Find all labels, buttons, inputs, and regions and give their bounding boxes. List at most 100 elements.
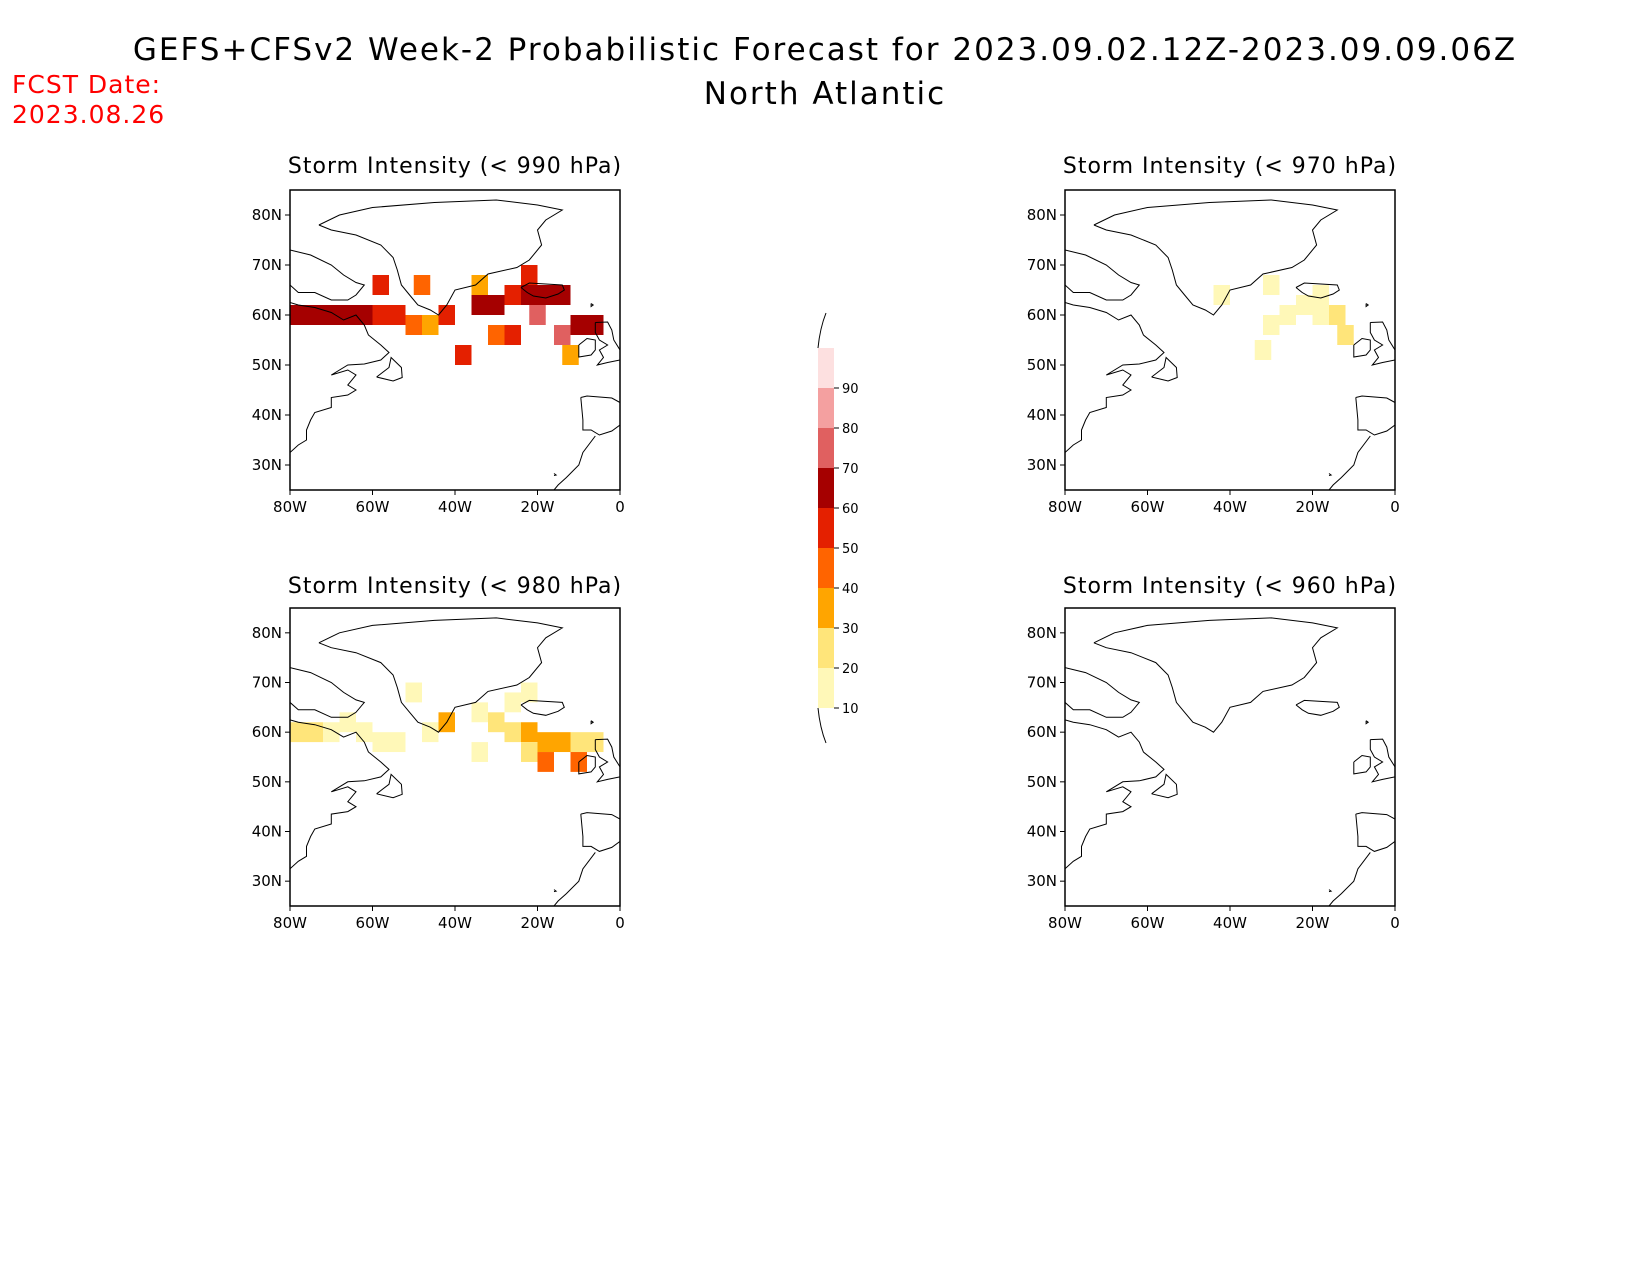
probability-cell xyxy=(306,305,323,325)
coastline-newfoundland xyxy=(1151,773,1178,799)
coastline-canary xyxy=(1328,473,1333,476)
lat-tick-label: 80N xyxy=(1027,624,1057,642)
lat-tick-label: 50N xyxy=(1027,356,1057,374)
probability-cell xyxy=(455,345,472,365)
lon-tick-label: 60W xyxy=(1131,498,1165,516)
probability-cell xyxy=(471,275,488,295)
lon-tick-label: 0 xyxy=(615,914,625,932)
probability-cell xyxy=(1312,305,1329,325)
coastlines xyxy=(290,199,620,490)
coastline-ireland xyxy=(1353,754,1371,775)
probability-cell xyxy=(339,712,356,733)
probability-cell xyxy=(504,325,521,345)
lon-tick-label: 20W xyxy=(521,914,555,932)
colorbar-label: 70 xyxy=(842,462,859,477)
probability-cell xyxy=(1279,305,1296,325)
probability-cell xyxy=(1312,285,1329,305)
lon-tick-label: 60W xyxy=(356,498,390,516)
lon-tick-label: 60W xyxy=(356,914,390,932)
lon-tick-label: 40W xyxy=(1213,914,1247,932)
coastline-greenland xyxy=(1093,199,1339,316)
probability-cell xyxy=(504,692,521,713)
probability-cell xyxy=(290,305,307,325)
probability-cell xyxy=(471,295,488,315)
probability-cell xyxy=(537,752,554,772)
panel-title: Storm Intensity (< 960 hPa) xyxy=(1063,574,1397,599)
coastline-labrador xyxy=(290,719,390,870)
probability-cell xyxy=(323,305,340,325)
lat-tick-label: 30N xyxy=(252,456,282,474)
forecast-date-value: 2023.08.26 xyxy=(12,100,166,129)
colorbar-segment xyxy=(818,508,834,548)
coastline-labrador xyxy=(290,302,390,453)
lon-tick-label: 40W xyxy=(1213,498,1247,516)
coastline-ireland xyxy=(578,337,596,358)
coastline-canary xyxy=(553,889,558,893)
coastline-baffin xyxy=(1065,249,1141,301)
probability-cell xyxy=(1329,305,1346,325)
lon-tick-label: 20W xyxy=(521,498,555,516)
probability-cell xyxy=(438,305,455,325)
coastline-iceland xyxy=(520,282,565,299)
probability-cell xyxy=(521,742,538,762)
colorbar-label: 20 xyxy=(842,662,859,677)
probability-cell xyxy=(521,265,538,285)
lat-tick-label: 80N xyxy=(252,206,282,224)
probability-cell xyxy=(1296,295,1313,315)
coastline-ireland xyxy=(578,754,596,775)
coastline-newfoundland xyxy=(1151,356,1178,382)
lat-tick-label: 40N xyxy=(252,823,282,841)
coastline-greenland xyxy=(318,199,564,316)
coastline-newfoundland xyxy=(376,356,403,382)
colorbar-label: 80 xyxy=(842,422,859,437)
probability-cell xyxy=(422,315,439,335)
map-frame xyxy=(1064,607,1396,907)
probability-cell xyxy=(339,305,356,325)
probability-cell xyxy=(537,732,554,753)
probability-cell xyxy=(413,275,431,295)
colorbar-segment xyxy=(818,348,834,388)
colorbar-label: 30 xyxy=(842,622,859,637)
colorbar-label: 10 xyxy=(842,702,859,717)
map-panel-4: Storm Intensity (< 960 hPa) 80N 70N 60N 50N 4… xyxy=(1027,574,1400,932)
coastline-baffin xyxy=(290,249,366,301)
probability-cell xyxy=(405,682,422,703)
lat-tick-label: 70N xyxy=(1027,674,1057,692)
probability-field xyxy=(1213,275,1354,360)
coastline-iberia xyxy=(1355,395,1395,436)
coastline-iberia xyxy=(580,395,620,436)
coastlines xyxy=(1065,199,1395,490)
coastline-iberia xyxy=(580,812,620,852)
probability-cell xyxy=(504,722,521,743)
probability-cell xyxy=(290,722,307,743)
probability-cell xyxy=(422,722,439,743)
colorbar-lower-edge xyxy=(817,707,827,744)
colorbar-label: 50 xyxy=(842,542,859,557)
coastline-africa xyxy=(1328,435,1371,490)
coastline-newfoundland xyxy=(376,773,403,799)
coastline-faroe xyxy=(1365,303,1370,308)
probability-cell xyxy=(389,732,406,753)
probability-cell xyxy=(488,295,505,315)
colorbar-legend: 10 20 30 40 50 60 70 80 90 xyxy=(817,312,859,744)
colorbar-segment xyxy=(818,388,834,428)
lon-tick-label: 60W xyxy=(1131,914,1165,932)
panel-title: Storm Intensity (< 970 hPa) xyxy=(1063,154,1397,179)
probability-cell xyxy=(306,722,323,743)
colorbar-label: 40 xyxy=(842,582,859,597)
coastline-iceland xyxy=(1295,699,1340,716)
panel-title: Storm Intensity (< 980 hPa) xyxy=(288,574,622,599)
colorbar-segment xyxy=(818,668,834,708)
lon-tick-label: 20W xyxy=(1296,498,1330,516)
colorbar-segment xyxy=(818,468,834,508)
coastline-canary xyxy=(1328,889,1333,893)
probability-cell xyxy=(570,732,587,753)
coastlines xyxy=(290,617,620,906)
probability-cell xyxy=(570,752,587,772)
lon-tick-label: 40W xyxy=(438,914,472,932)
coastline-africa xyxy=(1328,852,1371,906)
probability-cell xyxy=(537,285,554,305)
lon-tick-label: 0 xyxy=(615,498,625,516)
lat-tick-label: 30N xyxy=(252,872,282,890)
probability-cell xyxy=(554,285,571,305)
